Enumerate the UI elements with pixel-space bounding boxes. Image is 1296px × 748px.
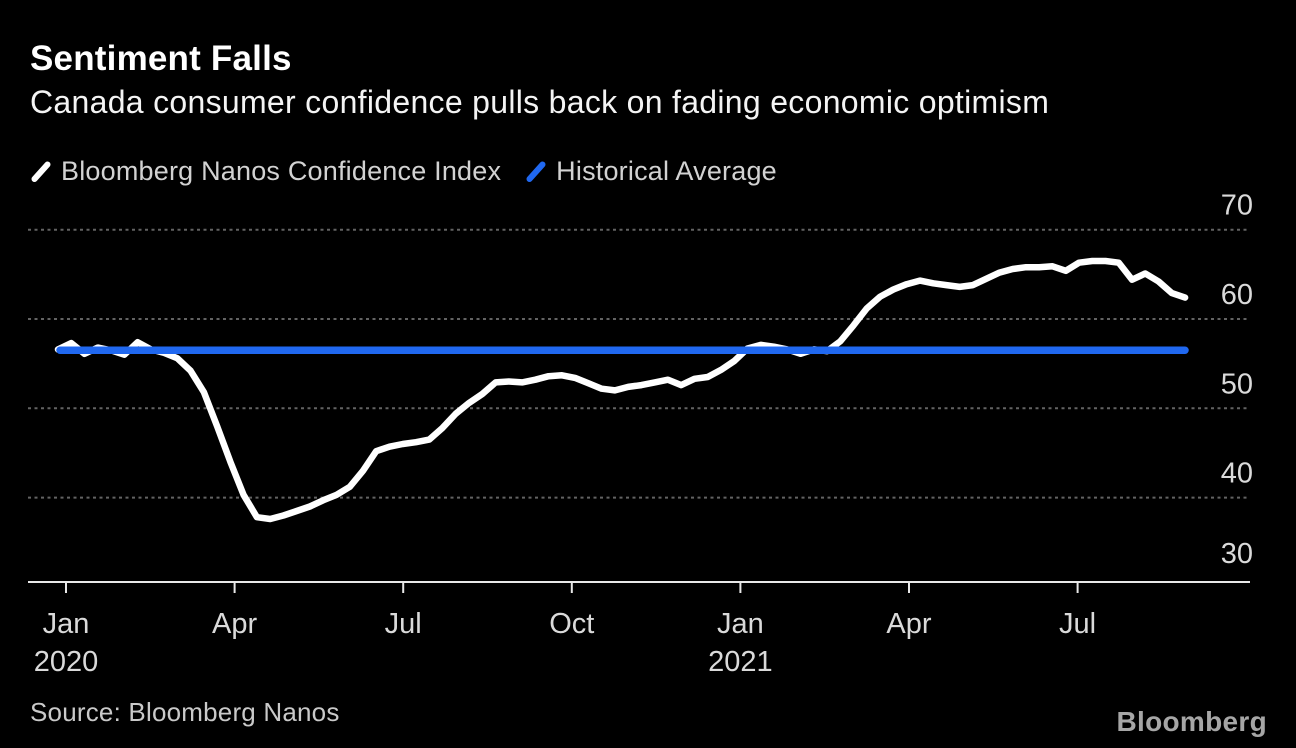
- legend-item-historical-average: Historical Average: [525, 156, 777, 187]
- legend-label-confidence-index: Bloomberg Nanos Confidence Index: [61, 156, 502, 186]
- x-tick-label: Apr: [886, 608, 931, 640]
- x-tick-label: Jan: [43, 608, 90, 640]
- chart-legend: Bloomberg Nanos Confidence Index Histori…: [30, 156, 801, 187]
- y-tick-label-40: 40: [1221, 458, 1253, 490]
- chart-title: Sentiment Falls: [30, 39, 292, 78]
- y-tick-label-30: 30: [1221, 538, 1253, 570]
- x-tick-label: Jul: [1059, 608, 1096, 640]
- confidence-index-line: [54, 257, 1189, 523]
- x-tick-label: Jul: [385, 608, 422, 640]
- x-tick-label: Jan: [717, 608, 764, 640]
- source-note: Source: Bloomberg Nanos: [30, 697, 340, 727]
- legend-item-confidence-index: Bloomberg Nanos Confidence Index: [30, 156, 501, 187]
- legend-label-historical-average: Historical Average: [556, 156, 777, 186]
- x-tick-label: Apr: [212, 608, 257, 640]
- y-tick-label-70: 70: [1221, 190, 1253, 222]
- blue-slash-icon: [526, 161, 546, 182]
- chart-subtitle: Canada consumer confidence pulls back on…: [30, 84, 1050, 120]
- y-tick-label-50: 50: [1221, 368, 1253, 400]
- white-slash-icon: [31, 161, 51, 182]
- x-tick-label: Oct: [549, 608, 594, 640]
- x-tick-year-label: 2020: [34, 646, 99, 678]
- x-tick-year-label: 2021: [708, 646, 773, 678]
- y-tick-label-60: 60: [1221, 279, 1253, 311]
- bloomberg-logo: Bloomberg: [1116, 706, 1267, 737]
